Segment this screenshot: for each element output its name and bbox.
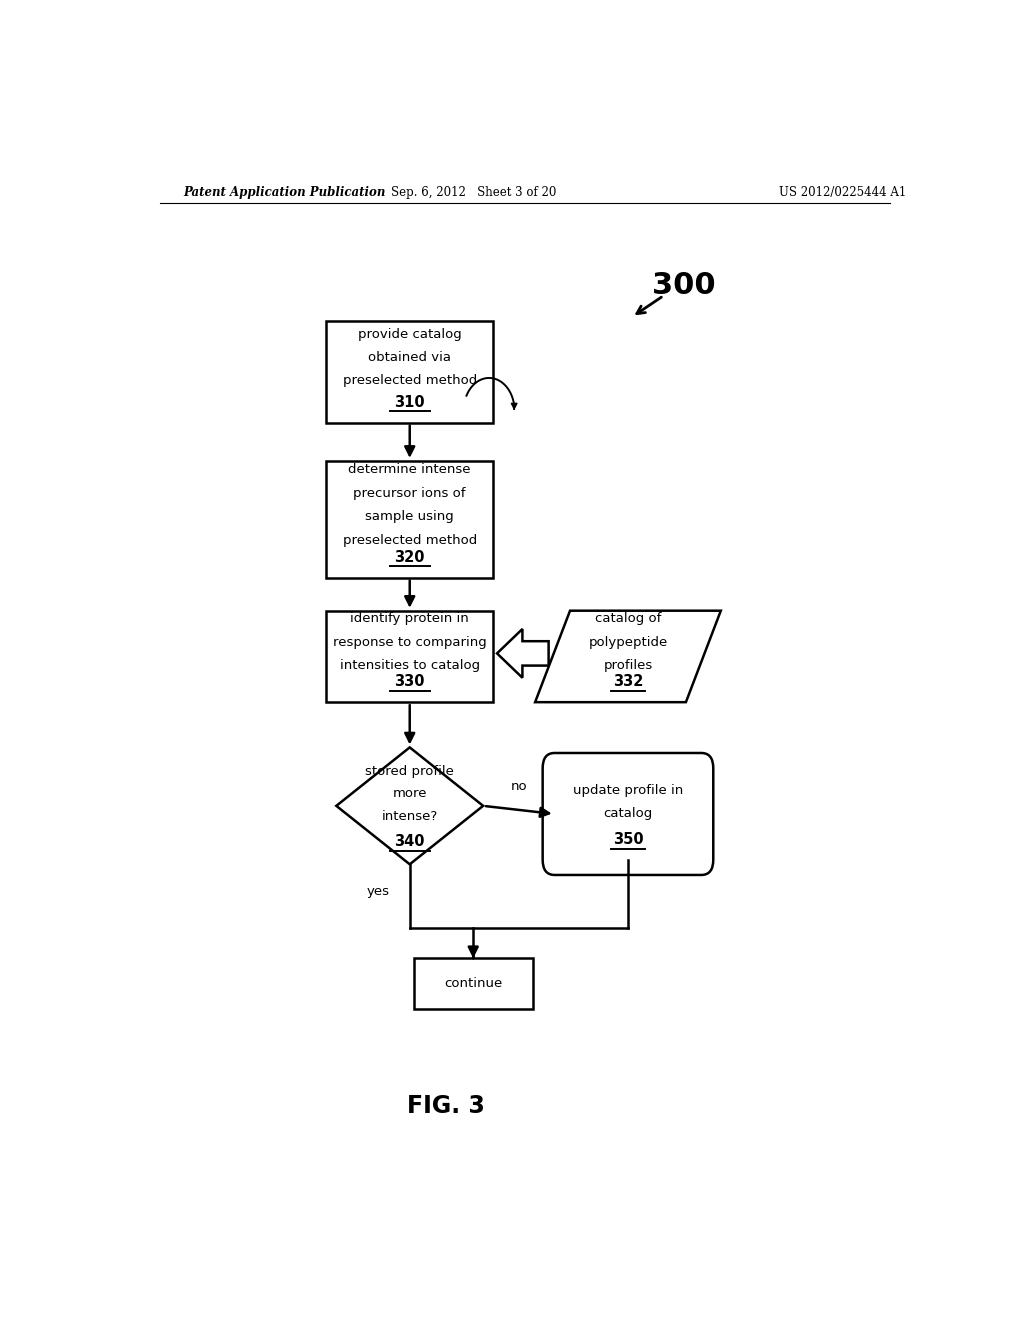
Text: determine intense: determine intense bbox=[348, 463, 471, 477]
Polygon shape bbox=[536, 611, 721, 702]
Text: intensities to catalog: intensities to catalog bbox=[340, 659, 480, 672]
Text: 300: 300 bbox=[651, 271, 716, 300]
Text: continue: continue bbox=[444, 977, 503, 990]
Text: stored profile: stored profile bbox=[366, 764, 455, 777]
Polygon shape bbox=[336, 747, 483, 865]
Text: 310: 310 bbox=[394, 395, 425, 409]
FancyBboxPatch shape bbox=[414, 958, 532, 1008]
Text: 332: 332 bbox=[612, 675, 643, 689]
Text: polypeptide: polypeptide bbox=[589, 636, 668, 648]
Text: 320: 320 bbox=[394, 550, 425, 565]
Text: more: more bbox=[392, 787, 427, 800]
FancyBboxPatch shape bbox=[327, 611, 494, 702]
Text: 330: 330 bbox=[394, 675, 425, 689]
FancyBboxPatch shape bbox=[543, 752, 714, 875]
Text: intense?: intense? bbox=[382, 809, 438, 822]
Text: US 2012/0225444 A1: US 2012/0225444 A1 bbox=[778, 186, 906, 199]
Text: identify protein in: identify protein in bbox=[350, 612, 469, 626]
Text: 350: 350 bbox=[612, 832, 643, 847]
Text: response to comparing: response to comparing bbox=[333, 636, 486, 648]
Text: catalog of: catalog of bbox=[595, 612, 662, 626]
Text: provide catalog: provide catalog bbox=[357, 327, 462, 341]
Text: profiles: profiles bbox=[603, 659, 652, 672]
Text: precursor ions of: precursor ions of bbox=[353, 487, 466, 500]
FancyArrow shape bbox=[497, 630, 549, 677]
Text: FIG. 3: FIG. 3 bbox=[407, 1094, 484, 1118]
Text: sample using: sample using bbox=[366, 511, 454, 523]
Text: no: no bbox=[511, 780, 527, 792]
Text: catalog: catalog bbox=[603, 807, 652, 820]
Text: obtained via: obtained via bbox=[369, 351, 452, 364]
FancyBboxPatch shape bbox=[327, 461, 494, 578]
Text: yes: yes bbox=[367, 884, 389, 898]
Text: Sep. 6, 2012   Sheet 3 of 20: Sep. 6, 2012 Sheet 3 of 20 bbox=[390, 186, 556, 199]
FancyBboxPatch shape bbox=[327, 321, 494, 422]
Text: update profile in: update profile in bbox=[572, 784, 683, 796]
Text: Patent Application Publication: Patent Application Publication bbox=[183, 186, 386, 199]
Text: preselected method: preselected method bbox=[343, 375, 477, 388]
Text: 340: 340 bbox=[394, 834, 425, 850]
Text: preselected method: preselected method bbox=[343, 533, 477, 546]
